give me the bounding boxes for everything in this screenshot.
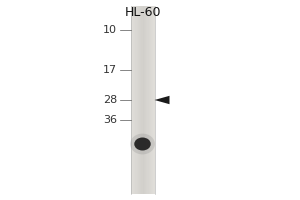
Bar (153, 6, 154, 194)
Bar (151, 6, 152, 194)
Text: 36: 36 (103, 115, 117, 125)
Text: 28: 28 (103, 95, 117, 105)
Polygon shape (154, 96, 169, 104)
Text: 10: 10 (103, 25, 117, 35)
Bar (142, 6, 144, 194)
Ellipse shape (134, 138, 151, 150)
Bar (144, 6, 145, 194)
Ellipse shape (130, 134, 155, 154)
Bar (150, 6, 151, 194)
Bar (134, 6, 135, 194)
Bar (141, 6, 142, 194)
Bar (136, 6, 138, 194)
Bar (146, 6, 147, 194)
Text: HL-60: HL-60 (124, 6, 161, 19)
Text: 17: 17 (103, 65, 117, 75)
Bar (130, 6, 132, 194)
Bar (152, 6, 153, 194)
Bar (139, 6, 140, 194)
Bar (147, 6, 148, 194)
Bar (132, 6, 133, 194)
Bar (145, 6, 146, 194)
Bar (148, 6, 150, 194)
Bar (138, 6, 139, 194)
Bar (133, 6, 134, 194)
Bar (140, 6, 141, 194)
Bar (135, 6, 136, 194)
